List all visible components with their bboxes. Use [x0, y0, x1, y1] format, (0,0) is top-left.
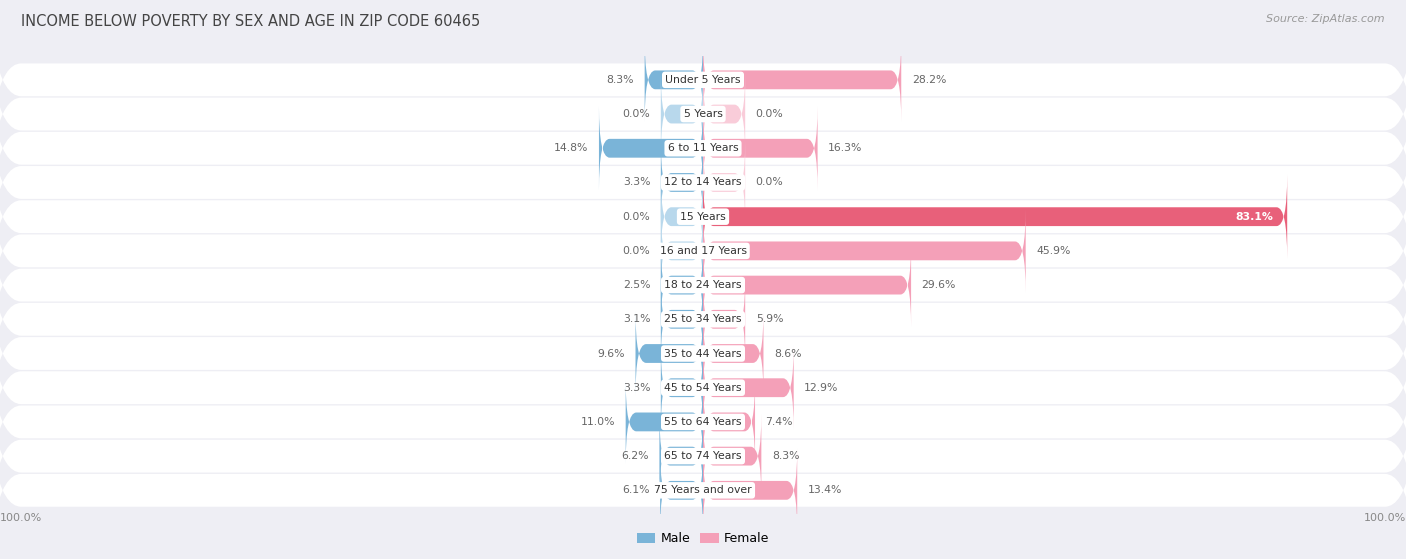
FancyBboxPatch shape: [661, 175, 703, 259]
Text: 45.9%: 45.9%: [1036, 246, 1070, 256]
FancyBboxPatch shape: [0, 28, 1406, 337]
FancyBboxPatch shape: [703, 175, 1288, 259]
Text: Under 5 Years: Under 5 Years: [665, 75, 741, 85]
Text: 75 Years and over: 75 Years and over: [654, 485, 752, 495]
Text: 14.8%: 14.8%: [554, 143, 588, 153]
Text: 16.3%: 16.3%: [828, 143, 862, 153]
Text: 6.2%: 6.2%: [621, 451, 650, 461]
Text: 13.4%: 13.4%: [807, 485, 842, 495]
Text: Source: ZipAtlas.com: Source: ZipAtlas.com: [1267, 14, 1385, 24]
Text: 100.0%: 100.0%: [0, 513, 42, 523]
FancyBboxPatch shape: [661, 140, 703, 224]
FancyBboxPatch shape: [0, 0, 1406, 303]
Text: 12.9%: 12.9%: [804, 383, 838, 393]
FancyBboxPatch shape: [703, 346, 793, 430]
FancyBboxPatch shape: [703, 209, 1026, 293]
Text: 11.0%: 11.0%: [581, 417, 616, 427]
FancyBboxPatch shape: [636, 311, 703, 395]
FancyBboxPatch shape: [661, 346, 703, 430]
Text: 8.6%: 8.6%: [775, 348, 801, 358]
FancyBboxPatch shape: [703, 38, 901, 122]
Text: 8.3%: 8.3%: [606, 75, 634, 85]
FancyBboxPatch shape: [703, 277, 745, 361]
Legend: Male, Female: Male, Female: [631, 527, 775, 550]
FancyBboxPatch shape: [703, 243, 911, 327]
FancyBboxPatch shape: [661, 448, 703, 532]
FancyBboxPatch shape: [0, 199, 1406, 508]
Text: 83.1%: 83.1%: [1236, 212, 1272, 222]
Text: 3.1%: 3.1%: [623, 314, 650, 324]
Text: 100.0%: 100.0%: [1364, 513, 1406, 523]
Text: 3.3%: 3.3%: [623, 383, 650, 393]
FancyBboxPatch shape: [0, 336, 1406, 559]
Text: 2.5%: 2.5%: [623, 280, 650, 290]
Text: 12 to 14 Years: 12 to 14 Years: [664, 177, 742, 187]
FancyBboxPatch shape: [703, 72, 745, 156]
Text: 35 to 44 Years: 35 to 44 Years: [664, 348, 742, 358]
Text: 0.0%: 0.0%: [623, 212, 650, 222]
Text: 8.3%: 8.3%: [772, 451, 800, 461]
Text: 9.6%: 9.6%: [598, 348, 624, 358]
FancyBboxPatch shape: [599, 106, 703, 190]
FancyBboxPatch shape: [661, 243, 703, 327]
Text: 0.0%: 0.0%: [623, 109, 650, 119]
FancyBboxPatch shape: [644, 38, 703, 122]
FancyBboxPatch shape: [703, 311, 763, 395]
FancyBboxPatch shape: [0, 0, 1406, 269]
Text: 0.0%: 0.0%: [756, 109, 783, 119]
FancyBboxPatch shape: [703, 414, 762, 498]
FancyBboxPatch shape: [0, 233, 1406, 542]
Text: 65 to 74 Years: 65 to 74 Years: [664, 451, 742, 461]
FancyBboxPatch shape: [0, 165, 1406, 474]
FancyBboxPatch shape: [0, 62, 1406, 371]
Text: 55 to 64 Years: 55 to 64 Years: [664, 417, 742, 427]
FancyBboxPatch shape: [661, 277, 703, 361]
Text: 28.2%: 28.2%: [911, 75, 946, 85]
Text: 15 Years: 15 Years: [681, 212, 725, 222]
Text: INCOME BELOW POVERTY BY SEX AND AGE IN ZIP CODE 60465: INCOME BELOW POVERTY BY SEX AND AGE IN Z…: [21, 14, 481, 29]
FancyBboxPatch shape: [626, 380, 703, 464]
Text: 29.6%: 29.6%: [922, 280, 956, 290]
Text: 0.0%: 0.0%: [756, 177, 783, 187]
Text: 18 to 24 Years: 18 to 24 Years: [664, 280, 742, 290]
FancyBboxPatch shape: [661, 209, 703, 293]
Text: 5.9%: 5.9%: [756, 314, 783, 324]
FancyBboxPatch shape: [659, 414, 703, 498]
Text: 7.4%: 7.4%: [765, 417, 793, 427]
FancyBboxPatch shape: [703, 380, 755, 464]
Text: 5 Years: 5 Years: [683, 109, 723, 119]
FancyBboxPatch shape: [661, 72, 703, 156]
Text: 3.3%: 3.3%: [623, 177, 650, 187]
Text: 25 to 34 Years: 25 to 34 Years: [664, 314, 742, 324]
FancyBboxPatch shape: [703, 106, 818, 190]
Text: 0.0%: 0.0%: [623, 246, 650, 256]
Text: 16 and 17 Years: 16 and 17 Years: [659, 246, 747, 256]
FancyBboxPatch shape: [0, 0, 1406, 234]
FancyBboxPatch shape: [0, 130, 1406, 440]
Text: 6.1%: 6.1%: [621, 485, 650, 495]
FancyBboxPatch shape: [703, 448, 797, 532]
Text: 45 to 54 Years: 45 to 54 Years: [664, 383, 742, 393]
FancyBboxPatch shape: [0, 267, 1406, 559]
FancyBboxPatch shape: [703, 140, 745, 224]
Text: 6 to 11 Years: 6 to 11 Years: [668, 143, 738, 153]
FancyBboxPatch shape: [0, 96, 1406, 405]
FancyBboxPatch shape: [0, 301, 1406, 559]
